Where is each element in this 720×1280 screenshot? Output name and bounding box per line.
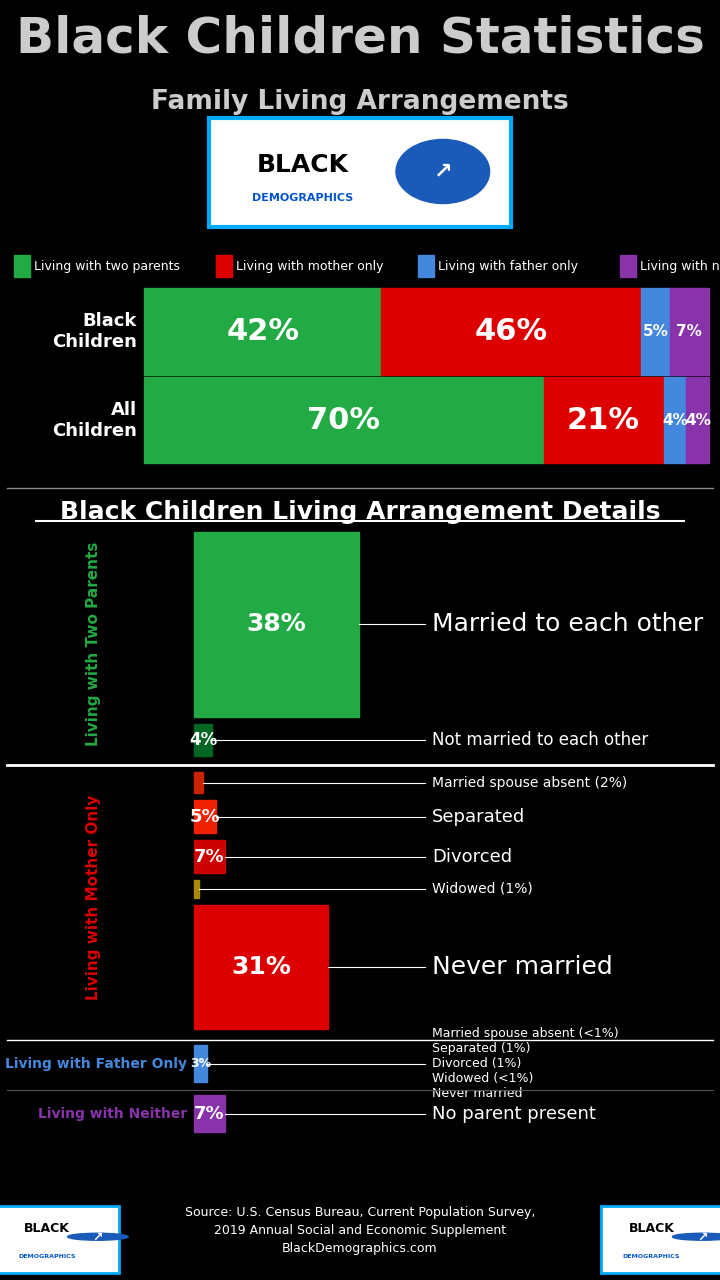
Circle shape — [672, 1233, 720, 1240]
Text: Black Children Living Arrangement Details: Black Children Living Arrangement Detail… — [60, 500, 660, 524]
Text: 21%: 21% — [567, 406, 640, 435]
Text: DEMOGRAPHICS: DEMOGRAPHICS — [623, 1254, 680, 1260]
FancyBboxPatch shape — [217, 255, 233, 276]
FancyBboxPatch shape — [194, 532, 359, 717]
Text: 38%: 38% — [247, 612, 306, 636]
Text: Married spouse absent (2%): Married spouse absent (2%) — [432, 776, 627, 790]
FancyBboxPatch shape — [194, 772, 203, 794]
Text: DEMOGRAPHICS: DEMOGRAPHICS — [252, 193, 353, 204]
Text: Married spouse absent (<1%)
Separated (1%)
Divorced (1%)
Widowed (<1%)
Never mar: Married spouse absent (<1%) Separated (1… — [432, 1028, 618, 1101]
Text: 4%: 4% — [662, 412, 688, 428]
FancyBboxPatch shape — [621, 255, 636, 276]
Text: 31%: 31% — [231, 955, 292, 979]
Text: Living with two parents: Living with two parents — [34, 260, 180, 273]
Text: 70%: 70% — [307, 406, 380, 435]
Text: 7%: 7% — [194, 1105, 225, 1123]
FancyBboxPatch shape — [194, 723, 212, 756]
Text: ↗: ↗ — [93, 1230, 103, 1243]
FancyBboxPatch shape — [194, 879, 199, 897]
Circle shape — [68, 1233, 128, 1240]
Text: 7%: 7% — [677, 324, 702, 339]
FancyBboxPatch shape — [0, 1206, 119, 1272]
Text: BLACK: BLACK — [24, 1222, 70, 1235]
Text: Living with neither parent: Living with neither parent — [640, 260, 720, 273]
Text: Not married to each other: Not married to each other — [432, 731, 648, 749]
Text: DEMOGRAPHICS: DEMOGRAPHICS — [18, 1254, 76, 1260]
FancyBboxPatch shape — [544, 378, 664, 463]
Text: Married to each other: Married to each other — [432, 612, 703, 636]
Text: Black
Children: Black Children — [52, 312, 137, 351]
Text: ↗: ↗ — [433, 161, 452, 182]
FancyBboxPatch shape — [601, 1206, 720, 1272]
Text: Living with Mother Only: Living with Mother Only — [86, 795, 101, 1000]
Text: Living with Two Parents: Living with Two Parents — [86, 541, 101, 746]
FancyBboxPatch shape — [664, 378, 686, 463]
FancyBboxPatch shape — [209, 118, 511, 227]
Text: ↗: ↗ — [698, 1230, 708, 1243]
Text: 42%: 42% — [226, 317, 300, 346]
Text: Black Children Statistics: Black Children Statistics — [16, 15, 704, 63]
Text: Family Living Arrangements: Family Living Arrangements — [151, 88, 569, 115]
Text: Two Parents: Two Parents — [189, 297, 323, 315]
FancyBboxPatch shape — [14, 255, 30, 276]
Text: Mother Only: Mother Only — [408, 297, 543, 315]
Text: Living with father only: Living with father only — [438, 260, 577, 273]
Text: Divorced: Divorced — [432, 847, 512, 865]
FancyBboxPatch shape — [194, 800, 216, 833]
Text: Living with mother only: Living with mother only — [236, 260, 383, 273]
Text: 5%: 5% — [642, 324, 668, 339]
Text: All
Children: All Children — [52, 401, 137, 439]
Text: No parent present: No parent present — [432, 1105, 596, 1123]
Text: BLACK: BLACK — [256, 154, 348, 177]
FancyBboxPatch shape — [642, 288, 670, 375]
Circle shape — [396, 140, 490, 204]
FancyBboxPatch shape — [670, 288, 709, 375]
Text: 7%: 7% — [194, 847, 225, 865]
FancyBboxPatch shape — [382, 288, 642, 375]
Text: Widowed (1%): Widowed (1%) — [432, 882, 533, 896]
FancyBboxPatch shape — [144, 288, 382, 375]
Text: 46%: 46% — [474, 317, 548, 346]
Text: Never married: Never married — [432, 955, 613, 979]
Text: 5%: 5% — [190, 808, 220, 826]
Text: Living with Neither: Living with Neither — [38, 1107, 187, 1121]
FancyBboxPatch shape — [418, 255, 434, 276]
FancyBboxPatch shape — [686, 378, 709, 463]
Text: 4%: 4% — [685, 412, 711, 428]
FancyBboxPatch shape — [194, 1096, 225, 1133]
Text: BLACK: BLACK — [629, 1222, 675, 1235]
Text: 3%: 3% — [190, 1057, 212, 1070]
Text: 4%: 4% — [189, 731, 217, 749]
FancyBboxPatch shape — [194, 840, 225, 873]
Text: Living with Father Only: Living with Father Only — [5, 1057, 187, 1071]
FancyBboxPatch shape — [144, 378, 544, 463]
FancyBboxPatch shape — [194, 1046, 207, 1083]
FancyBboxPatch shape — [194, 905, 328, 1029]
Text: Separated: Separated — [432, 808, 526, 826]
Text: Source: U.S. Census Bureau, Current Population Survey,
2019 Annual Social and Ec: Source: U.S. Census Bureau, Current Popu… — [185, 1206, 535, 1254]
